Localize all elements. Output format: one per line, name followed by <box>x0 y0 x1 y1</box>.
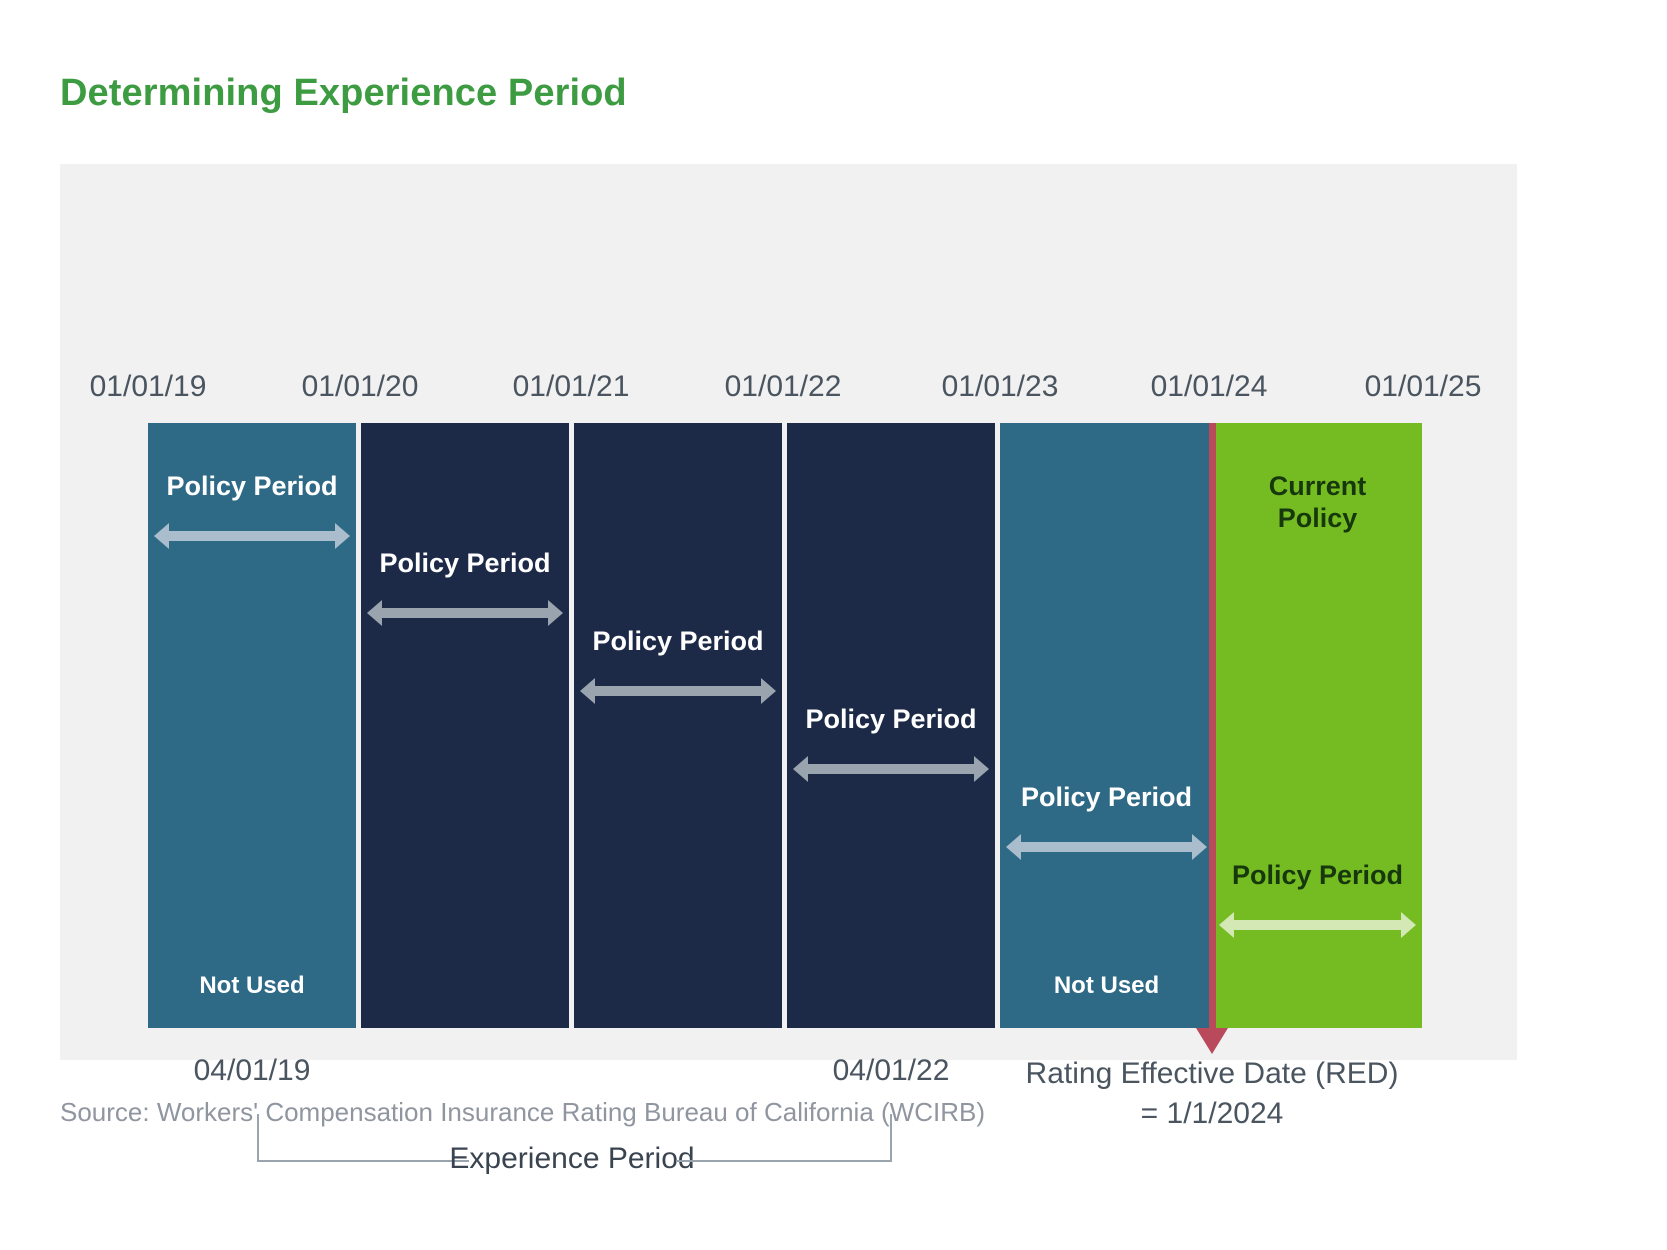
bracket-right-arm <box>676 1160 891 1162</box>
rating-effective-date-line1: Rating Effective Date (RED) <box>1025 1057 1399 1090</box>
axis-tick-4: 01/01/23 <box>941 370 1059 403</box>
rating-effective-date-line2: = 1/1/2024 <box>1140 1096 1284 1130</box>
current-policy-duration-arrow <box>1219 912 1416 938</box>
policy-bar-4[interactable]: Policy Period <box>787 423 995 1028</box>
policy-bar-5[interactable]: Policy Period Not Used <box>1000 423 1213 1028</box>
rating-effective-date-line <box>1209 423 1216 1028</box>
page-title: Determining Experience Period <box>60 72 627 114</box>
axis-tick-5: 01/01/24 <box>1150 370 1268 403</box>
experience-end-date: 04/01/22 <box>832 1054 950 1087</box>
policy-bar-2-duration-arrow <box>367 600 563 626</box>
policy-bar-3-duration-arrow <box>580 678 776 704</box>
policy-bar-4-label: Policy Period <box>805 704 977 734</box>
policy-bar-5-label: Policy Period <box>1020 782 1193 812</box>
bracket-left-arm <box>257 1160 469 1162</box>
bracket-right-tick <box>890 1114 892 1162</box>
axis-tick-6: 01/01/25 <box>1364 370 1482 403</box>
bracket-left-tick <box>257 1114 259 1162</box>
policy-bar-5-duration-arrow <box>1006 834 1207 860</box>
current-policy-sub-label: Policy Period <box>1231 860 1404 890</box>
current-policy-bar[interactable]: Current Policy Policy Period <box>1213 423 1422 1028</box>
policy-bar-2[interactable]: Policy Period <box>361 423 569 1028</box>
current-policy-label: Current Policy <box>1268 471 1367 533</box>
policy-bar-3-label: Policy Period <box>592 626 764 656</box>
policy-bar-1[interactable]: Policy Period Not Used <box>148 423 356 1028</box>
experience-period-label: Experience Period <box>449 1142 695 1175</box>
rating-effective-date-caption: Rating Effective Date (RED) = 1/1/2024 <box>1026 1054 1399 1134</box>
rating-effective-date-arrowhead <box>1196 1028 1228 1054</box>
axis-tick-1: 01/01/20 <box>301 370 419 403</box>
policy-bar-1-status: Not Used <box>199 972 305 999</box>
source-note: Source: Workers' Compensation Insurance … <box>60 1097 985 1127</box>
axis-tick-0: 01/01/19 <box>89 370 207 403</box>
axis-tick-2: 01/01/21 <box>512 370 630 403</box>
policy-bar-3[interactable]: Policy Period <box>574 423 782 1028</box>
timeline-panel: 01/01/19 01/01/20 01/01/21 01/01/22 01/0… <box>60 164 1517 1175</box>
policy-bar-1-duration-arrow <box>154 523 350 549</box>
experience-start-date: 04/01/19 <box>193 1054 311 1087</box>
axis-tick-3: 01/01/22 <box>724 370 842 403</box>
policy-bar-4-duration-arrow <box>793 756 989 782</box>
policy-bar-2-label: Policy Period <box>379 548 551 578</box>
policy-bar-1-label: Policy Period <box>166 471 338 501</box>
policy-bar-5-status: Not Used <box>1053 972 1160 999</box>
